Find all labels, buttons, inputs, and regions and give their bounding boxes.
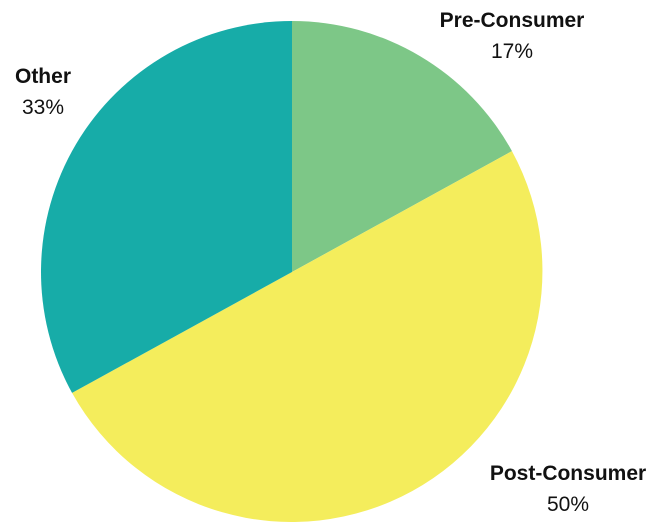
pie-slice-pre-consumer <box>292 21 512 272</box>
label-pre-consumer-value: 17% <box>491 40 533 63</box>
label-other-value: 33% <box>22 96 64 119</box>
label-other-name: Other <box>15 65 71 88</box>
label-post-consumer-value: 50% <box>547 493 589 516</box>
label-pre-consumer-name: Pre-Consumer <box>440 9 585 32</box>
pie-slices <box>41 21 543 522</box>
pie-slice-post-consumer <box>72 151 543 522</box>
label-post-consumer-name: Post-Consumer <box>490 462 646 485</box>
pie-slice-other <box>41 21 293 393</box>
